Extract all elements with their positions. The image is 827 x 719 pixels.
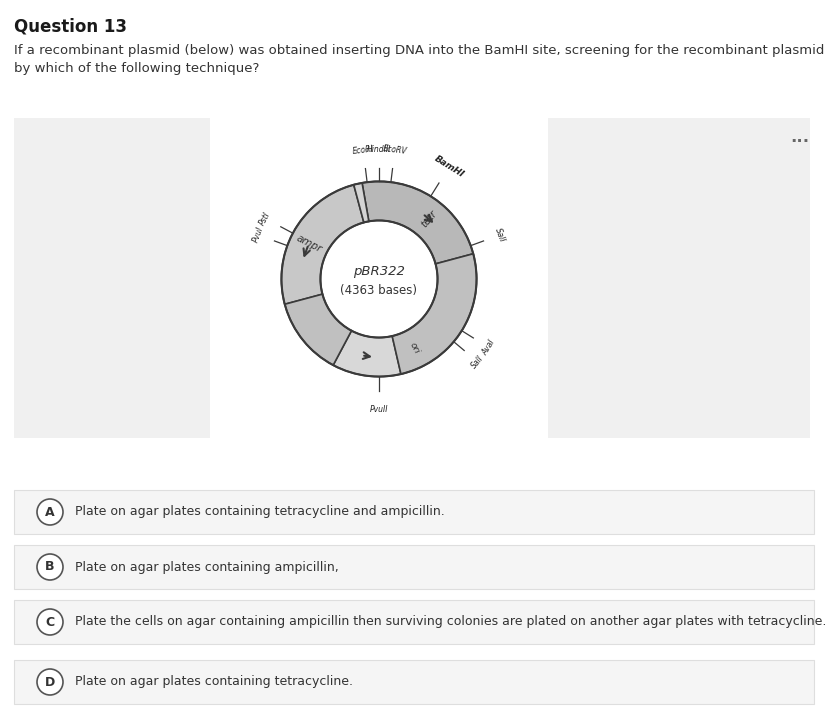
Text: Plate the cells on agar containing ampicillin then surviving colonies are plated: Plate the cells on agar containing ampic…: [75, 615, 825, 628]
FancyBboxPatch shape: [14, 600, 813, 644]
Wedge shape: [281, 185, 363, 304]
FancyBboxPatch shape: [547, 118, 809, 438]
Text: ...: ...: [790, 128, 809, 146]
Text: tetr: tetr: [418, 209, 438, 229]
Text: pBR322: pBR322: [352, 265, 404, 278]
Text: Plate on agar plates containing tetracycline and ampicillin.: Plate on agar plates containing tetracyc…: [75, 505, 444, 518]
Text: SalI: SalI: [469, 354, 485, 370]
Text: ampr: ampr: [294, 233, 323, 255]
Text: PvuII: PvuII: [370, 406, 388, 414]
FancyBboxPatch shape: [14, 660, 813, 704]
Wedge shape: [284, 294, 351, 365]
Text: Question 13: Question 13: [14, 18, 127, 36]
Text: HindIII: HindIII: [366, 145, 390, 154]
FancyBboxPatch shape: [14, 545, 813, 589]
Text: B: B: [45, 561, 55, 574]
Wedge shape: [353, 183, 368, 222]
Text: Plate on agar plates containing tetracycline.: Plate on agar plates containing tetracyc…: [75, 675, 352, 689]
FancyBboxPatch shape: [14, 490, 813, 534]
Text: Plate on agar plates containing ampicillin,: Plate on agar plates containing ampicill…: [75, 561, 338, 574]
Text: BamHI: BamHI: [433, 154, 466, 179]
Text: AvaI: AvaI: [480, 338, 496, 357]
Wedge shape: [392, 254, 476, 374]
Circle shape: [37, 669, 63, 695]
Text: PstI: PstI: [258, 210, 272, 226]
Text: C: C: [45, 615, 55, 628]
Text: EcoRV: EcoRV: [382, 145, 407, 156]
Circle shape: [37, 499, 63, 525]
Text: A: A: [45, 505, 55, 518]
Text: by which of the following technique?: by which of the following technique?: [14, 62, 259, 75]
Text: ori: ori: [407, 342, 421, 356]
Circle shape: [37, 554, 63, 580]
Wedge shape: [332, 331, 400, 377]
Wedge shape: [361, 181, 473, 264]
FancyBboxPatch shape: [14, 118, 210, 438]
Text: If a recombinant plasmid (below) was obtained inserting DNA into the BamHI site,: If a recombinant plasmid (below) was obt…: [14, 44, 827, 57]
Text: EcoRI: EcoRI: [351, 145, 374, 156]
Text: SalI: SalI: [493, 226, 506, 243]
Text: PvuI: PvuI: [251, 226, 265, 244]
Text: D: D: [45, 675, 55, 689]
Circle shape: [37, 609, 63, 635]
Text: (4363 bases): (4363 bases): [340, 284, 417, 297]
